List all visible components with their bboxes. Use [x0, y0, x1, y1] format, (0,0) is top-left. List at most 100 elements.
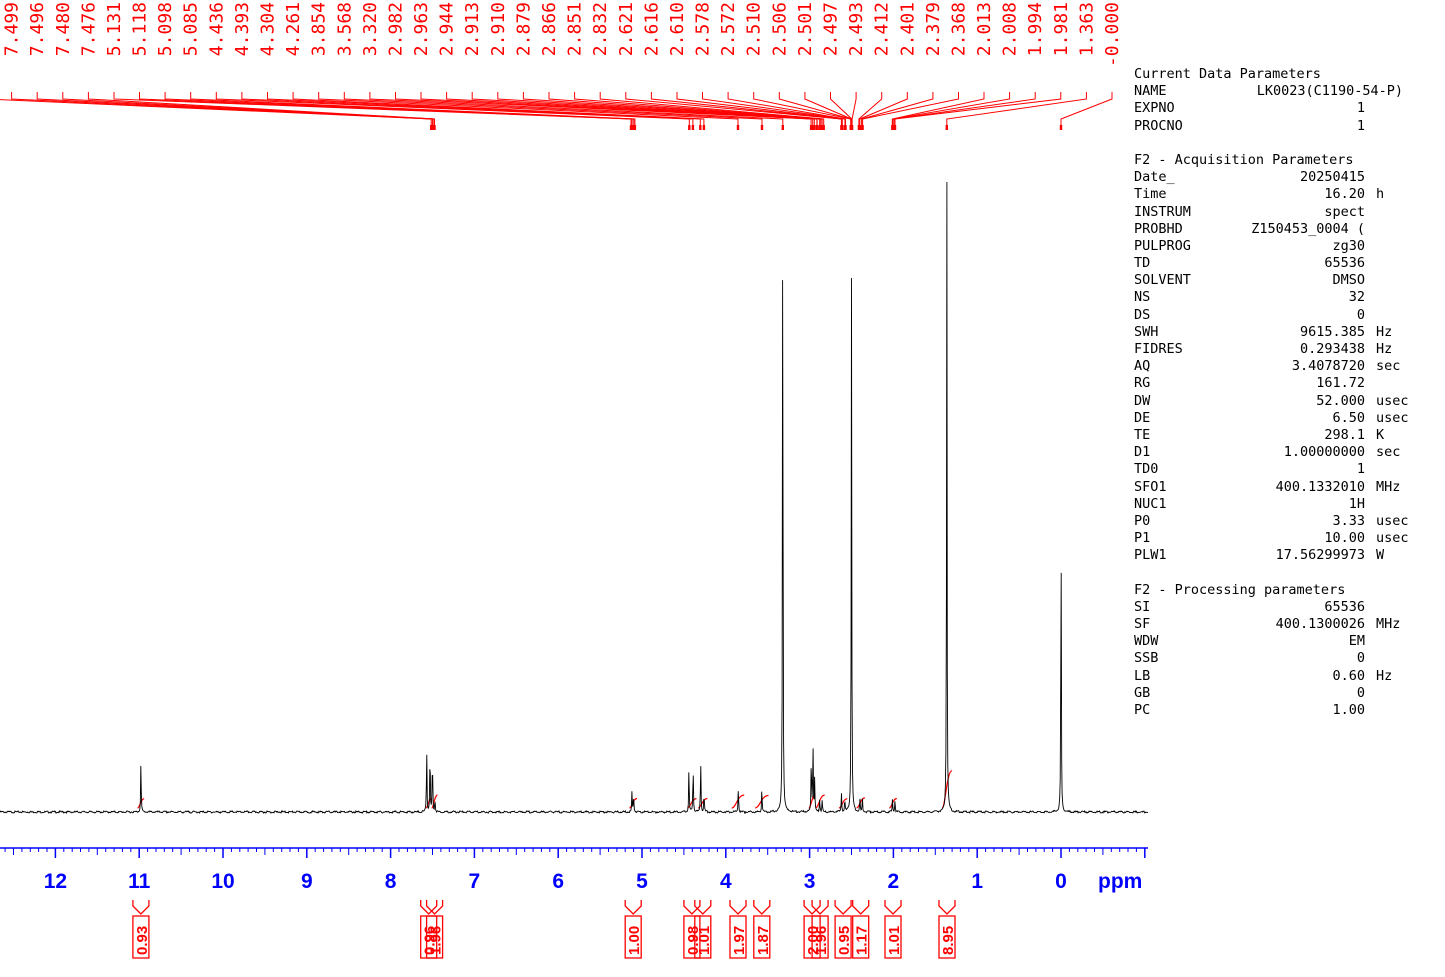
- parameter-key: PROCNO: [1134, 117, 1183, 134]
- parameter-value: 52.000: [1316, 392, 1365, 409]
- peak-marker: [813, 125, 816, 130]
- peak-label-leader: [446, 92, 815, 130]
- peak-marker: [811, 125, 814, 130]
- parameter-key: INSTRUM: [1134, 203, 1191, 220]
- peak-shift-label: 2.008: [1000, 2, 1021, 56]
- parameter-unit: W: [1376, 547, 1385, 564]
- peak-shift-label: 2.851: [565, 2, 586, 56]
- parameter-row: DW 52.000 usec: [1134, 393, 1434, 410]
- peak-shift-label: 1.981: [1051, 2, 1072, 56]
- parameter-unit: MHz: [1376, 616, 1401, 633]
- peak-label-leader: [858, 92, 883, 130]
- x-tick-label: 9: [301, 870, 313, 893]
- x-tick-label: 8: [385, 870, 397, 893]
- peak-label-leader: [892, 92, 1011, 130]
- parameter-key: AQ: [1134, 358, 1151, 375]
- peak-shift-label: 4.436: [206, 2, 227, 56]
- integral-label-layer: 0.93 0.961.96 1.00 0.981.01 1.97 1.87 2.001.96…: [132, 900, 957, 959]
- parameter-key: GB: [1134, 684, 1151, 701]
- parameter-value: 6.50: [1332, 409, 1365, 426]
- peak-shift-label: 4.261: [283, 2, 304, 56]
- peak-label-leader: [862, 92, 959, 130]
- integral-bracket: [420, 900, 438, 915]
- peak-label-leader: [241, 92, 694, 130]
- parameter-key: DW: [1134, 392, 1151, 409]
- peak-marker: [699, 125, 702, 130]
- parameter-key: TD0: [1134, 461, 1159, 478]
- parameter-row: PROBHD Z150453_0004 (: [1134, 221, 1434, 238]
- peak-shift-label: 2.379: [923, 2, 944, 56]
- integral-bracket: [803, 900, 821, 915]
- peak-label-leader: [36, 92, 434, 130]
- integral-bracket: [624, 900, 642, 915]
- parameter-value: 65536: [1324, 255, 1365, 272]
- parameter-key: D1: [1134, 444, 1151, 461]
- peak-label-leader: [574, 92, 823, 130]
- peak-label-leader: [861, 92, 934, 130]
- integral-value: 1.87: [755, 926, 772, 955]
- peak-label-leader: [292, 92, 705, 130]
- integral-curve: [941, 770, 953, 809]
- integral-bracket: [753, 900, 771, 915]
- peak-shift-label: 2.510: [744, 2, 765, 56]
- integral-value: 1.01: [886, 926, 903, 955]
- parameter-key: FIDRES: [1134, 341, 1183, 358]
- parameter-value: 1.00: [1332, 701, 1365, 718]
- peak-label-leader: [894, 92, 1062, 130]
- peak-marker: [633, 125, 637, 130]
- integral-box: [834, 915, 852, 959]
- parameter-row: FIDRES 0.293438 Hz: [1134, 341, 1434, 358]
- peak-marker: [861, 125, 864, 130]
- parameter-row: PULPROG zg30: [1134, 238, 1434, 255]
- peak-label-leader: [599, 92, 825, 130]
- parameter-key: DE: [1134, 409, 1151, 426]
- peak-marker: [691, 125, 695, 130]
- peak-label-leader: [893, 92, 1036, 130]
- parameter-row: EXPNO 1: [1134, 100, 1434, 117]
- peak-shift-label: 3.568: [334, 2, 355, 56]
- integral-value: 1.17: [854, 926, 871, 955]
- parameter-value: zg30: [1332, 237, 1365, 254]
- peak-shift-label: 2.944: [437, 2, 458, 56]
- parameter-row: TD 65536: [1134, 255, 1434, 272]
- peak-shift-label: 5.085: [181, 2, 202, 56]
- integral-curve: [754, 794, 769, 809]
- spectrum-line: [0, 181, 1149, 815]
- peak-shift-label: 2.368: [949, 2, 970, 56]
- integral-bracket: [811, 900, 829, 915]
- parameter-value: 3.4078720: [1291, 358, 1365, 375]
- parameter-value: 16.20: [1324, 186, 1365, 203]
- parameter-row: SF 400.1300026 MHz: [1134, 616, 1434, 633]
- peak-label-leader: [851, 92, 857, 130]
- integral-box: [694, 915, 712, 959]
- integral-value: 0.93: [134, 926, 151, 955]
- peak-marker: [822, 125, 825, 130]
- parameter-key: PC: [1134, 701, 1151, 718]
- parameter-key: DS: [1134, 306, 1151, 323]
- peak-label-leader: [87, 92, 435, 130]
- parameter-row: TE 298.1 K: [1134, 427, 1434, 444]
- integral-value: 1.96: [813, 926, 830, 955]
- parameter-value: EM: [1348, 633, 1365, 650]
- peak-shift-label: 5.131: [104, 2, 125, 56]
- peak-marker: [945, 125, 948, 130]
- parameter-key: LB: [1134, 667, 1151, 684]
- integral-value: 1.97: [731, 926, 748, 955]
- peak-label-leader: [113, 92, 632, 130]
- peak-shift-label: 2.401: [897, 2, 918, 56]
- peak-marker: [844, 125, 847, 130]
- peak-marker: [819, 125, 822, 130]
- peak-marker: [858, 125, 861, 130]
- peak-label-leader: [139, 92, 633, 130]
- peak-label-leader: [676, 92, 843, 130]
- parameter-section-heading: Current Data Parameters: [1134, 66, 1321, 82]
- peak-shift-label: 3.854: [309, 2, 330, 56]
- integral-bracket: [884, 900, 902, 915]
- peak-label-leader: [395, 92, 812, 130]
- parameter-value: 17.56299973: [1275, 547, 1365, 564]
- peak-shift-label: 2.913: [462, 2, 483, 56]
- parameter-value: 0: [1356, 684, 1365, 701]
- peak-marker: [781, 125, 784, 130]
- peak-shift-label: 7.480: [53, 2, 74, 56]
